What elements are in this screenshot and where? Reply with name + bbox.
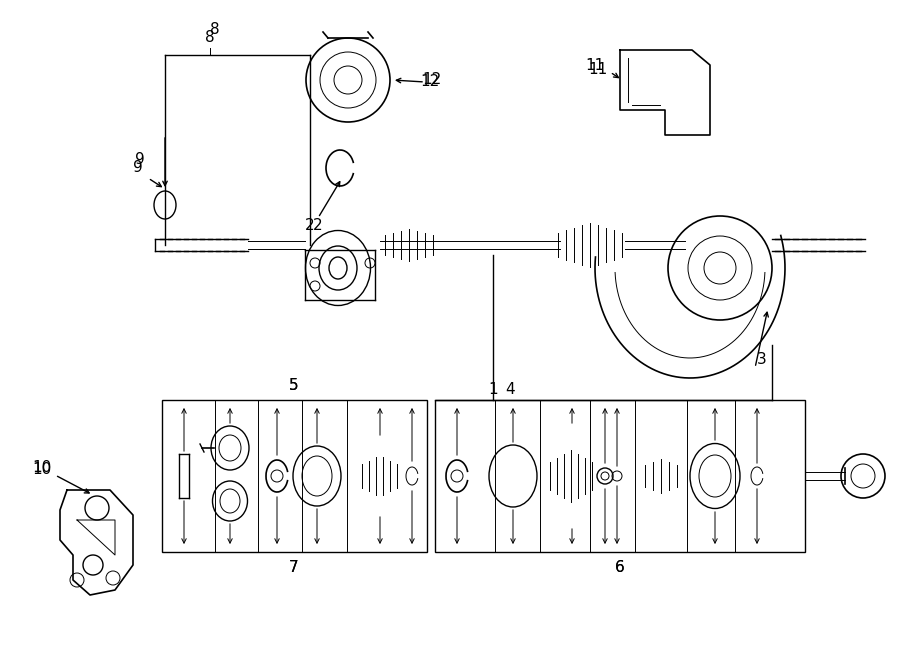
Text: 8: 8 (211, 22, 220, 38)
Text: 2: 2 (305, 217, 315, 233)
Text: 9: 9 (133, 161, 143, 176)
Text: 7: 7 (289, 559, 299, 574)
Text: 11: 11 (589, 63, 608, 77)
Text: 2: 2 (313, 217, 323, 233)
Text: 5: 5 (289, 377, 299, 393)
Text: 6: 6 (615, 559, 625, 574)
Text: 7: 7 (289, 559, 299, 574)
Bar (435, 400, 805, 552)
Text: 3: 3 (757, 352, 767, 368)
Text: 9: 9 (135, 153, 145, 167)
Text: 12: 12 (420, 75, 439, 89)
Text: 6: 6 (615, 559, 625, 574)
Text: 10: 10 (32, 463, 51, 477)
Text: 11: 11 (585, 58, 605, 73)
Bar (162, 400, 427, 552)
Text: 8: 8 (205, 30, 215, 46)
Text: 12: 12 (422, 73, 442, 87)
Text: 1: 1 (488, 383, 498, 397)
Text: 5: 5 (289, 377, 299, 393)
Text: 10: 10 (32, 461, 51, 475)
Text: 4: 4 (505, 383, 515, 397)
